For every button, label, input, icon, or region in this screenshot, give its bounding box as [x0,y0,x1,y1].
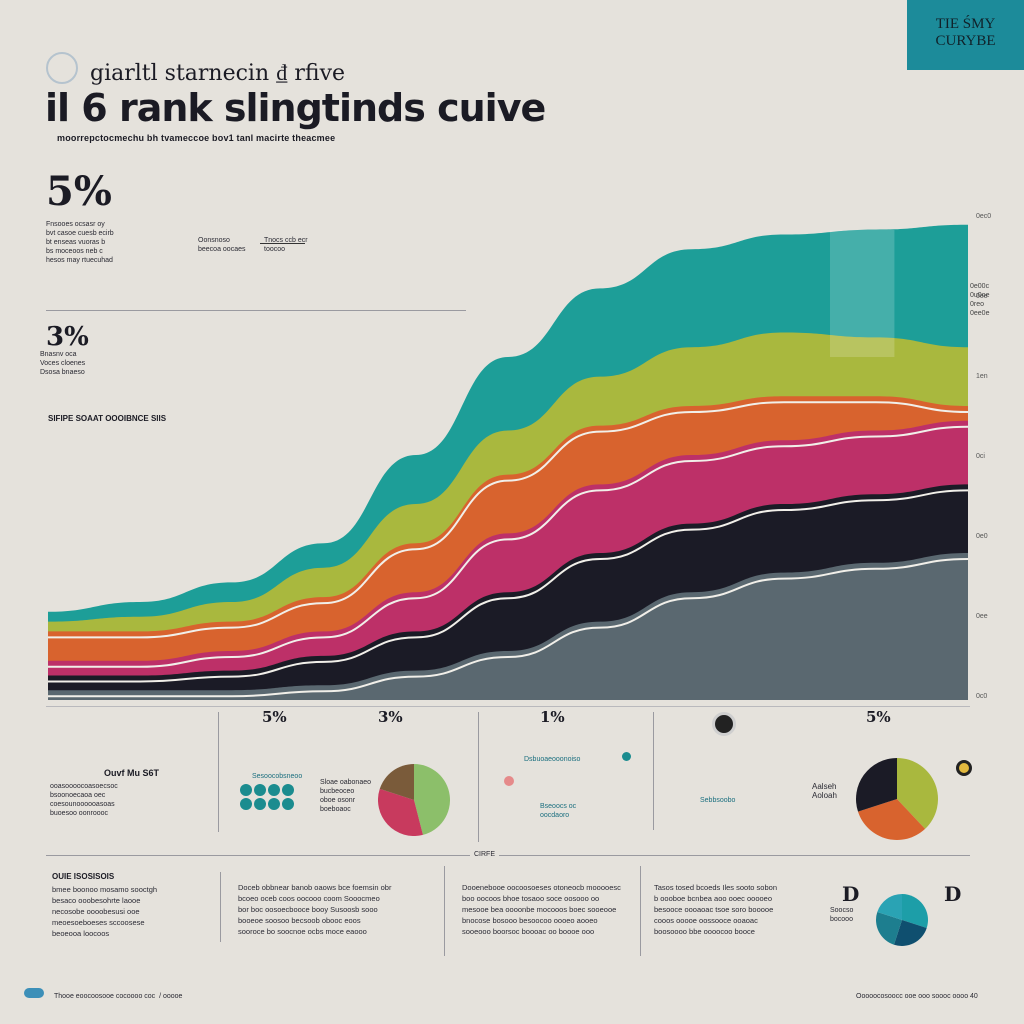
pie-slice [856,758,897,812]
right-tick-label: 0ee [976,613,988,620]
pie-slice [877,894,902,920]
pie-slice [902,894,928,929]
marker-icon [622,752,631,761]
bottom-para-4: Tasos tosed bcoeds Iles sooto sobon b oo… [654,883,777,936]
panel-2-heading: Sesoocobsneoo [252,773,303,780]
divider-label: CIRFE [470,850,499,859]
panel-sep-2 [478,712,479,842]
pie-chart-bottom [876,894,928,946]
badge-line-1: TIE ŚMY [935,16,996,32]
right-tick-label: 0ci [976,453,985,460]
panel-1-caption: ooasoooocoasoecsoc bsoonoecaoa oec coeso… [50,783,118,817]
panel-sep-3 [653,712,654,830]
footer-right: Ooooocosoocc ooe ooo soooc oooo 40 [856,993,978,1000]
pie-chart-right [856,758,938,840]
panel-3-heading: Dsbuoaeooonoiso [524,756,581,763]
panels-top-rule [46,706,970,707]
bottom-para-1: bmee boonoo mosamo sooctgh besaco ooobes… [52,885,158,938]
logo-icon [46,52,78,84]
bottom-para-2: Doceb obbnear banob oaows bce foemsin ob… [238,883,392,936]
stat-1-caption: Fnsooes ocsasr oy bvt casoe cuesb ecirb … [46,221,114,264]
pie-slice [379,764,414,800]
page-title: il 6 rank slingtinds cuive [45,86,546,130]
panel-sep-1 [218,712,219,832]
status-icon [956,760,972,776]
panel-2-value: 3% [378,708,403,726]
pie-slice [897,758,938,829]
pie-slice [893,920,927,946]
right-tick-label: 0ec0 [976,213,991,220]
bottom-divider [46,855,970,856]
right-tick-label: 0e0 [976,533,988,540]
stats-divider [46,310,466,311]
bottom-heading: OUIE ISOSISOIS [52,872,115,881]
bottom-sep-3 [640,866,641,956]
cloud-icon [24,988,44,998]
section-label: SIFIPE SOAAT OOOIBNCE SIIS [48,414,167,423]
top-note-1: Oonsnoso beecoa oocaes [198,237,246,253]
area-highlight-line-6 [48,558,969,698]
page-subtitle: giarltl starnecin ₫ rfive [90,61,346,86]
panel-3-caption: Bseoocs oc oocdaoro [540,803,577,819]
right-tick-label: 0ee [976,293,988,300]
note-rule [260,243,305,244]
area-highlight-line-4 [48,425,969,668]
area-highlight-line-3 [48,401,969,639]
highlight-band [830,230,895,357]
stat-1-value: 5% [46,168,112,215]
panel-3-value: 1% [540,708,565,726]
panel-4-heading: Sebbsoobo [700,797,736,804]
pie-slice [378,788,423,836]
right-tick-label: 0c0 [976,693,987,700]
bottom-sep-2 [444,866,445,956]
panel-4-value: 5% [866,708,891,726]
bottom-letter-1: D [842,882,860,906]
bottom-para-3: Dooenebooe oocoosoeses otoneocb mooooesc… [462,883,621,936]
bottom-letter-2: D [944,882,962,906]
pin-icon [504,776,514,786]
panel-1-heading: Ouvf Mu S6T [104,768,160,778]
page-tagline: moorrepctocmechu bh tvameccoe bov1 tanl … [57,133,336,143]
panel-4-caption: Aalseh Aoloah [812,782,837,800]
camera-icon [712,712,736,736]
pie-slice [414,764,450,835]
pie-slice [876,911,902,945]
panel-1-value: 5% [262,708,287,726]
top-note-2: Tnocs ccb ecr toocoo [264,237,308,253]
area-highlight-line-5 [48,489,969,683]
stat-2-value: 3% [46,322,89,352]
area-series-6 [48,553,968,700]
panel-2-caption: Sloae oabonaeo bucbeoceo oboe osonr boeb… [320,779,371,813]
right-tick-label: 1en [976,373,988,380]
badge-line-2: CURYBE [935,33,996,49]
pie-chart-left [378,764,450,836]
corner-badge: TIE ŚMY CURYBE [907,0,1024,70]
right-note: 0e00c 0u0oe 0reo 0ee0e [970,283,990,317]
pie-slice [858,799,926,840]
bottom-sep-1 [220,872,221,942]
bottom-right-caption: Soocso bocooo [830,907,854,923]
footer-left: Thooe eoocoosooe cocoooo coc / ooooe [54,993,183,1000]
stat-2-caption: Bnasnv oca Voces cloenes Dsosa bnaeso [40,351,86,376]
